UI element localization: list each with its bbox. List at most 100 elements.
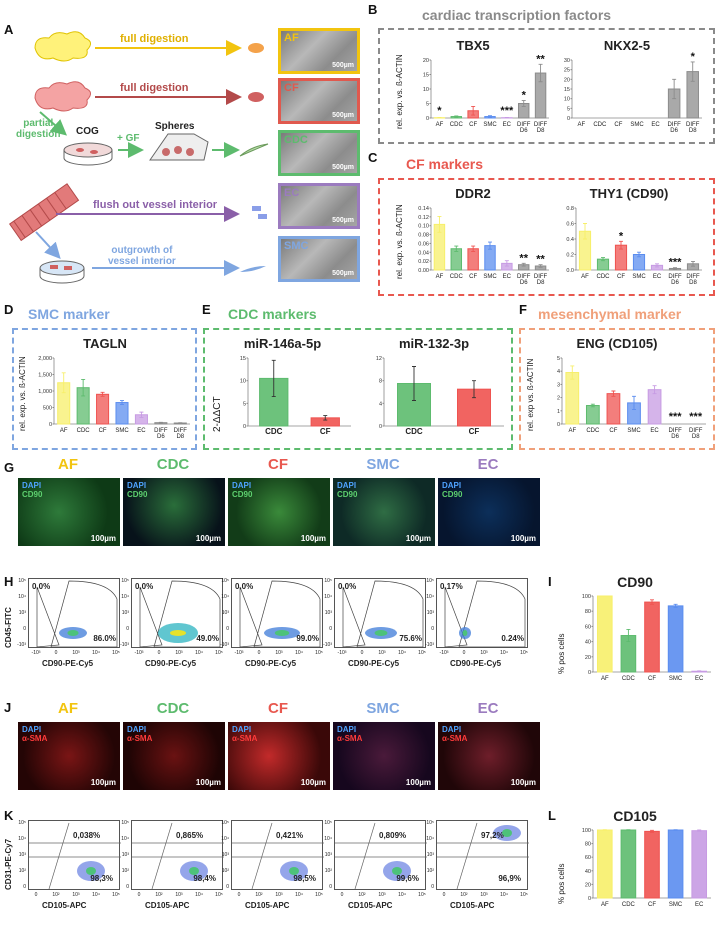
x-tick-label: 10³: [378, 650, 386, 656]
panel-label-g: G: [4, 460, 15, 475]
panel-e-title: CDC markers: [228, 306, 317, 322]
scale-bar: 500µm: [332, 62, 354, 69]
x-tick-label: 10⁵: [315, 892, 323, 898]
image-title: EC: [477, 456, 499, 473]
percent-upper: 0.0%: [135, 582, 154, 591]
category-label: CDC: [597, 274, 611, 280]
cf-cell-icon: [248, 92, 264, 102]
y-tick-label: 40: [585, 869, 591, 875]
x-tick-label: 10³: [480, 650, 488, 656]
x-tick-label: 10²: [155, 892, 163, 898]
y-tick-label: 10: [564, 97, 570, 103]
y-tick-label: 10⁵: [324, 820, 332, 826]
x-tick-label: 10³: [275, 650, 283, 656]
percent-lower: 98,5%: [293, 874, 316, 883]
y-tick-label: 10⁵: [221, 820, 229, 826]
category-label: AF: [436, 122, 444, 128]
y-tick-label: 10²: [18, 868, 26, 874]
flow-plot: 0.17% 0.24%: [436, 578, 528, 648]
y-tick-label: 0.0: [566, 268, 574, 274]
y-tick-label: 5: [567, 106, 570, 112]
error-bar: [504, 116, 509, 119]
category-label: EC: [650, 428, 659, 434]
panel-label-b: B: [368, 2, 378, 17]
y-tick-label: 20: [585, 655, 591, 661]
smc-cell-icon: [240, 266, 266, 272]
y-tick-label: 5: [557, 356, 560, 362]
smc-dish: [39, 260, 85, 276]
category-label: CF: [609, 428, 617, 434]
cf-tissue: [34, 81, 91, 112]
flow-gates: [139, 580, 221, 648]
y-tick-label: 0.14: [418, 206, 429, 212]
x-tick-label: 10⁵: [112, 650, 120, 656]
micrograph-label: CDC: [284, 134, 308, 146]
image-title: CF: [268, 700, 288, 717]
error-bar: [650, 599, 654, 605]
y-tick-label: 3: [557, 382, 560, 388]
axis-lines: [430, 60, 549, 119]
panel-label-j: J: [4, 700, 12, 715]
error-bar: [488, 241, 492, 250]
stain-label-marker: CD90: [232, 490, 253, 499]
y-tick-label: 10³: [426, 852, 434, 858]
x-axis-label: CD105-APC: [145, 901, 190, 910]
category-label: EC: [651, 122, 660, 128]
y-tick-label: 0: [226, 884, 229, 890]
fluorescence-image-af: DAPI α-SMA 100µm: [18, 722, 120, 790]
stain-label-dapi: DAPI: [232, 725, 252, 734]
category-label: CF: [614, 122, 622, 128]
significance-stars: *: [437, 105, 442, 117]
stain-label-marker: α-SMA: [232, 734, 258, 743]
flow-plot: 0.0% 86.0%: [28, 578, 120, 648]
significance-stars: ***: [500, 105, 514, 117]
flow-gates: [29, 822, 121, 890]
chart-mir132: miR-132-3p 0 4 8 12 CDC CF: [360, 336, 508, 442]
y-tick-label: 0: [243, 424, 246, 430]
error-bar: [521, 262, 526, 267]
x-tick-label: -10³: [337, 650, 347, 656]
x-tick-label: 0: [360, 650, 364, 656]
chart-plot: 0 5 10 15 20 * AF CDC CF SMC*** EC * DIFF D6 ** DIFF D8: [423, 53, 549, 134]
micrograph-label: AF: [284, 32, 299, 44]
category-label: DIFF D8: [534, 122, 548, 134]
y-tick-label: 20: [585, 882, 591, 888]
error-bar: [697, 670, 702, 673]
y-tick-label: 10⁴: [221, 594, 229, 600]
percent-upper: 0,038%: [73, 831, 101, 840]
percent-upper: 0,809%: [379, 831, 407, 840]
y-tick-label: 0: [126, 884, 129, 890]
error-bar: [504, 260, 509, 267]
y-tick-label: 10⁴: [121, 594, 129, 600]
percent-lower: 99,6%: [396, 874, 419, 883]
significance-stars: ***: [669, 411, 683, 423]
error-bar: [454, 115, 459, 118]
y-tick-label: 10³: [221, 610, 229, 616]
cog-label: COG: [76, 126, 99, 137]
y-tick-label: 0: [557, 422, 560, 428]
chart-ddr2: DDR2 rel. exp. vs. ß-ACTIN 0.00 0.02 0.04 0.0…: [393, 186, 553, 290]
error-bar: [437, 116, 442, 119]
flow-plot: 0.0% 99.0%: [231, 578, 323, 648]
y-tick-label: 15: [423, 73, 429, 79]
x-tick-label: 10⁴: [295, 892, 303, 898]
y-tick-label: 0.2: [566, 253, 574, 259]
error-bar: [139, 411, 144, 418]
category-label: AF: [581, 274, 589, 280]
panel-label-e: E: [202, 302, 211, 317]
stain-label-marker: CD90: [442, 490, 463, 499]
scale-bar: 100µm: [195, 778, 221, 787]
category-label: EC: [503, 274, 512, 280]
x-tick-label: 10²: [52, 892, 60, 898]
chart-title: CD105: [613, 808, 657, 824]
chart-plot: 0 500 1,000 1,500 2,000 AF CDC CF SMC EC DIFF D6 DIF…: [38, 356, 190, 440]
smc-arrow-label: outgrowth of vessel interior: [108, 245, 176, 267]
x-axis-label: CD90-PE-Cy5: [348, 659, 400, 668]
y-tick-label: 12: [376, 356, 382, 362]
y-tick-label: 10³: [121, 852, 129, 858]
chart-plot: 0 20 40 60 80 100 AF CDC CF SMC EC: [582, 828, 711, 908]
image-title: AF: [58, 700, 78, 717]
image-title: CF: [268, 456, 288, 473]
chart-title: TAGLN: [83, 336, 127, 351]
error-bar: [652, 385, 657, 395]
